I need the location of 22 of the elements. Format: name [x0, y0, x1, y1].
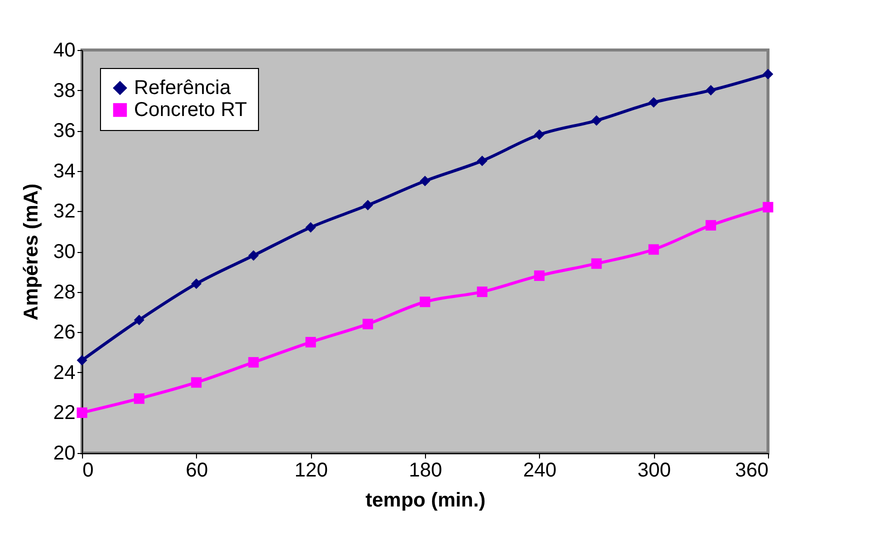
legend-label: Referência [134, 77, 232, 99]
y-tick-label: 26 [53, 322, 76, 344]
x-tick-label: 180 [408, 460, 442, 482]
y-tick-label: 24 [53, 362, 76, 384]
x-tick-label: 0 [82, 460, 94, 482]
y-tick-label: 30 [53, 241, 76, 263]
x-tick-label: 120 [294, 460, 328, 482]
y-tick-label: 32 [53, 200, 76, 223]
y-tick-label: 38 [53, 80, 76, 102]
y-tick-label: 40 [53, 40, 76, 62]
x-tick-label: 60 [186, 460, 208, 482]
x-tick-label: 240 [523, 460, 557, 482]
legend-label: Concreto RT [134, 99, 248, 121]
y-tick-label: 22 [53, 402, 76, 424]
x-tick-label: 300 [637, 460, 671, 482]
x-axis-title: tempo (min.) [366, 490, 486, 512]
y-axis-title: Ampéres (mA) [20, 184, 42, 320]
y-tick-label: 34 [53, 160, 76, 182]
y-tick-label: 20 [53, 442, 76, 464]
x-tick-label: 360 [735, 460, 768, 482]
y-tick-label: 36 [53, 120, 76, 142]
y-tick-label: 28 [53, 281, 76, 304]
